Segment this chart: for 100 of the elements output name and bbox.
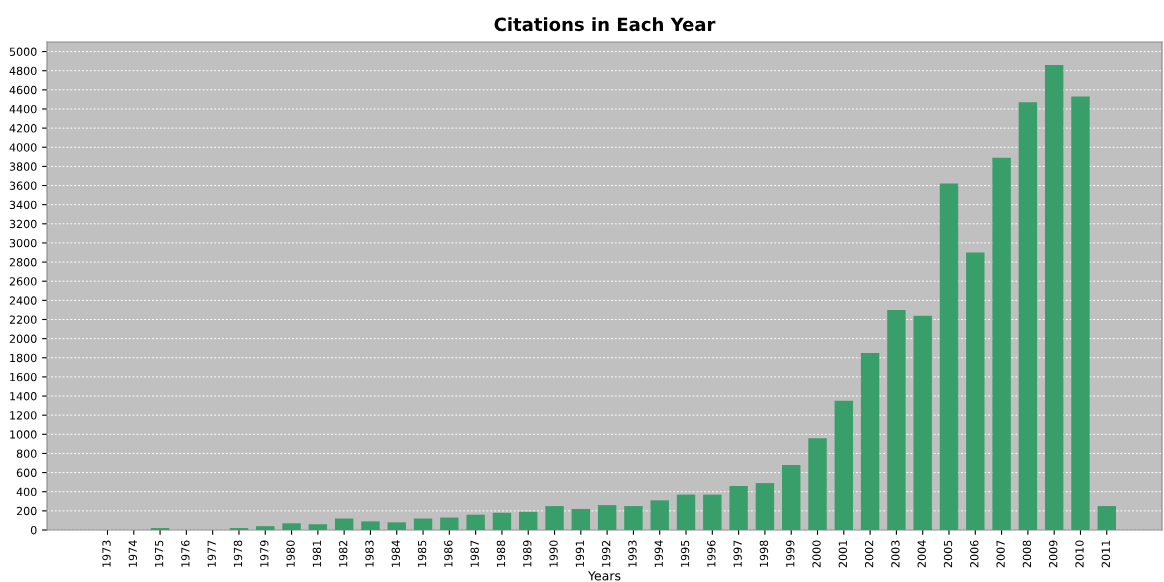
x-tick-label: 2006: [970, 540, 979, 568]
bar: [755, 483, 775, 530]
x-tick-label: 2010: [1075, 540, 1084, 568]
y-tick-label: 4200: [9, 124, 37, 133]
y-tick-label: 3800: [9, 162, 37, 171]
y-tick-label: 2600: [9, 277, 37, 286]
y-tick-label: 400: [16, 487, 37, 497]
x-tick-label: 1976: [181, 540, 190, 567]
bar: [1044, 64, 1064, 530]
x-tick-label: 1999: [786, 540, 795, 567]
y-tick-label: 3000: [9, 238, 37, 248]
x-tick-label: 1994: [654, 540, 663, 567]
y-tick-label: 2000: [9, 334, 37, 344]
x-tick-label: 2011: [1101, 540, 1110, 568]
chart-title: Citations in Each Year: [494, 17, 716, 32]
y-tick-label: 1800: [10, 353, 37, 363]
y-tick-label: 2400: [9, 296, 37, 305]
bar: [782, 464, 801, 530]
x-tick-label: 1983: [365, 540, 374, 567]
bar: [913, 315, 932, 530]
x-tick-label: 1981: [312, 540, 322, 567]
bar: [466, 514, 485, 530]
x-tick-label: 2005: [943, 540, 953, 568]
y-tick-label: 200: [16, 506, 37, 516]
bar: [624, 506, 643, 530]
x-tick-label: 1988: [496, 540, 506, 567]
x-tick-label: 1993: [628, 540, 637, 567]
bar: [676, 494, 696, 530]
bar: [703, 494, 722, 530]
x-tick-label: 1975: [154, 540, 164, 567]
y-tick-label: 600: [16, 468, 37, 477]
x-tick-label: 1995: [680, 540, 690, 567]
x-tick-label: 1984: [391, 540, 400, 567]
bar: [440, 517, 459, 530]
bar: [256, 526, 275, 530]
bar: [282, 523, 301, 530]
x-tick-label: 2000: [812, 540, 821, 568]
x-tick-label: 1998: [759, 540, 769, 567]
y-tick-label: 3200: [9, 219, 37, 229]
x-tick-label: 1985: [417, 540, 427, 567]
x-tick-label: 2001: [838, 540, 848, 568]
bar: [808, 438, 827, 530]
y-tick-label: 4600: [9, 85, 37, 95]
bar: [597, 505, 617, 530]
y-tick-label: 4400: [9, 104, 37, 114]
y-tick-label: 0: [30, 525, 37, 535]
y-tick-label: 5000: [9, 47, 37, 56]
bar: [729, 485, 748, 530]
x-tick-label: 2009: [1049, 540, 1058, 568]
x-tick-label: 1978: [233, 540, 243, 567]
bar: [571, 508, 591, 530]
x-tick-label: 1973: [102, 540, 111, 567]
x-tick-label: 1980: [286, 540, 295, 567]
y-tick-label: 2800: [9, 258, 37, 267]
bar: [966, 252, 985, 530]
y-tick-label: 1600: [10, 372, 37, 382]
bar: [519, 511, 538, 530]
bar: [834, 400, 854, 530]
bar: [992, 157, 1011, 530]
bar: [650, 500, 669, 530]
bar: [334, 518, 354, 530]
x-tick-label: 2003: [891, 540, 900, 568]
x-tick-label: 2002: [864, 540, 874, 568]
y-tick-label: 1000: [10, 430, 37, 439]
bar: [1018, 102, 1038, 530]
x-tick-label: 1992: [601, 540, 611, 567]
x-tick-label: 1990: [549, 540, 558, 567]
bar: [308, 524, 328, 530]
x-tick-label: 2007: [996, 540, 1005, 568]
bar: [887, 309, 906, 530]
x-tick-label: 2008: [1022, 540, 1032, 568]
bar: [361, 521, 380, 530]
y-tick-label: 1400: [10, 392, 37, 401]
x-tick-label: 1997: [733, 540, 742, 567]
x-tick-label: 1982: [338, 540, 348, 567]
bar: [413, 518, 433, 530]
y-tick-label: 2200: [9, 315, 37, 324]
x-tick-label: 1979: [260, 540, 269, 567]
x-tick-label: 1987: [470, 540, 479, 567]
x-tick-label: 1991: [575, 540, 585, 567]
x-tick-label: 1986: [444, 540, 453, 567]
x-tick-label: 1977: [207, 540, 216, 567]
bar: [1071, 96, 1090, 530]
bar: [492, 512, 512, 530]
x-axis-title: Years: [587, 571, 621, 581]
y-tick-label: 3600: [9, 181, 37, 190]
y-tick-label: 1200: [10, 411, 37, 420]
x-tick-label: 1989: [523, 540, 532, 567]
y-tick-label: 800: [16, 449, 37, 458]
bar: [1097, 506, 1116, 530]
bar: [860, 352, 880, 530]
bar: [939, 183, 959, 530]
x-tick-label: 2004: [917, 540, 926, 568]
y-tick-label: 4000: [9, 143, 37, 152]
x-tick-label: 1996: [707, 540, 716, 567]
bar: [387, 522, 406, 530]
bar: [545, 506, 564, 530]
x-tick-label: 1974: [128, 540, 137, 567]
y-tick-label: 4800: [9, 66, 37, 76]
y-tick-label: 3400: [9, 200, 37, 210]
